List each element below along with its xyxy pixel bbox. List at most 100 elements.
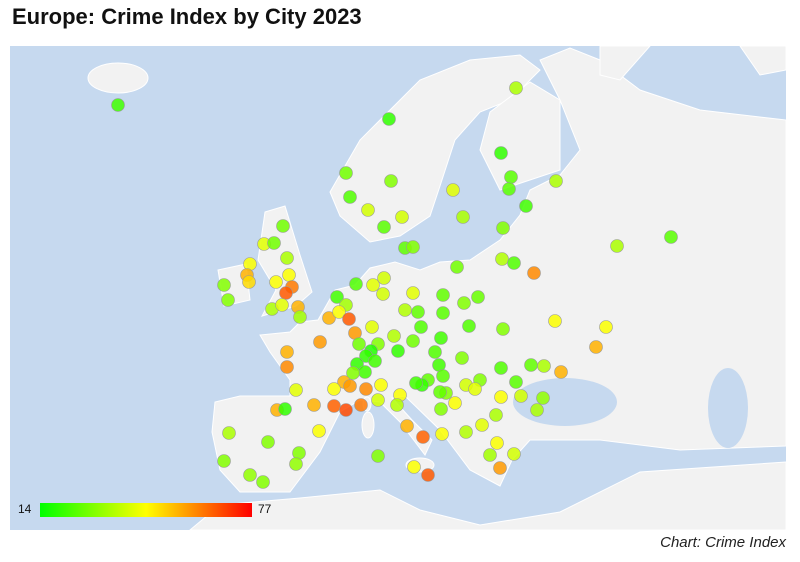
city-point: [217, 278, 231, 292]
city-point: [352, 337, 366, 351]
city-point: [436, 306, 450, 320]
city-point: [507, 447, 521, 461]
city-point: [371, 449, 385, 463]
city-point: [436, 369, 450, 383]
city-point: [330, 290, 344, 304]
city-point: [490, 436, 504, 450]
city-point: [398, 303, 412, 317]
city-point: [599, 320, 613, 334]
city-point: [343, 379, 357, 393]
city-point: [327, 399, 341, 413]
city-point: [349, 277, 363, 291]
city-point: [494, 390, 508, 404]
city-point: [494, 146, 508, 160]
scale-max: 77: [258, 502, 272, 516]
city-point: [339, 403, 353, 417]
city-point: [280, 360, 294, 374]
city-point: [391, 344, 405, 358]
city-point: [434, 402, 448, 416]
city-point: [278, 402, 292, 416]
city-point: [406, 286, 420, 300]
scale-min: 14: [18, 502, 32, 516]
city-point: [536, 391, 550, 405]
city-point: [519, 199, 533, 213]
city-point: [407, 460, 421, 474]
city-point: [416, 430, 430, 444]
city-point: [339, 166, 353, 180]
city-point: [395, 210, 409, 224]
city-point: [358, 365, 372, 379]
city-point: [554, 365, 568, 379]
city-point: [346, 366, 360, 380]
title: Europe: Crime Index by City 2023: [12, 4, 362, 29]
city-point: [366, 278, 380, 292]
city-point: [409, 376, 423, 390]
city-point: [549, 174, 563, 188]
city-point: [462, 319, 476, 333]
city-point: [468, 382, 482, 396]
city-point: [514, 389, 528, 403]
city-point: [459, 425, 473, 439]
city-point: [365, 320, 379, 334]
city-point: [610, 239, 624, 253]
city-point: [280, 251, 294, 265]
city-point: [222, 426, 236, 440]
city-point: [354, 398, 368, 412]
city-point: [384, 174, 398, 188]
city-point: [343, 190, 357, 204]
city-point: [495, 252, 509, 266]
city-point: [371, 393, 385, 407]
city-point: [261, 435, 275, 449]
city-point: [450, 260, 464, 274]
city-point: [455, 351, 469, 365]
city-point: [332, 305, 346, 319]
city-point: [496, 322, 510, 336]
city-point: [435, 427, 449, 441]
city-point: [448, 396, 462, 410]
city-point: [217, 454, 231, 468]
city-point: [361, 203, 375, 217]
city-point: [111, 98, 125, 112]
city-point: [483, 448, 497, 462]
city-point: [428, 345, 442, 359]
city-point: [436, 288, 450, 302]
points: [111, 81, 678, 489]
city-point: [289, 457, 303, 471]
source: Chart: Crime Index: [660, 534, 786, 551]
city-point: [322, 311, 336, 325]
city-point: [282, 268, 296, 282]
city-point: [269, 275, 283, 289]
city-point: [267, 236, 281, 250]
city-point: [327, 382, 341, 396]
city-point: [307, 398, 321, 412]
city-point: [589, 340, 603, 354]
city-point: [406, 334, 420, 348]
city-point: [493, 461, 507, 475]
city-point: [664, 230, 678, 244]
city-point: [496, 221, 510, 235]
city-point: [221, 293, 235, 307]
city-point: [548, 314, 562, 328]
city-point: [446, 183, 460, 197]
city-point: [368, 354, 382, 368]
city-point: [471, 290, 485, 304]
city-point: [421, 468, 435, 482]
city-point: [377, 271, 391, 285]
city-point: [411, 305, 425, 319]
city-point: [293, 310, 307, 324]
city-point: [507, 256, 521, 270]
city-point: [243, 468, 257, 482]
city-point: [279, 286, 293, 300]
city-point: [504, 170, 518, 184]
city-point: [387, 329, 401, 343]
city-point: [457, 296, 471, 310]
city-point: [374, 378, 388, 392]
city-point: [242, 275, 256, 289]
city-point: [312, 424, 326, 438]
city-point: [359, 382, 373, 396]
color-bar: [40, 503, 252, 517]
city-point: [434, 331, 448, 345]
city-point: [342, 312, 356, 326]
